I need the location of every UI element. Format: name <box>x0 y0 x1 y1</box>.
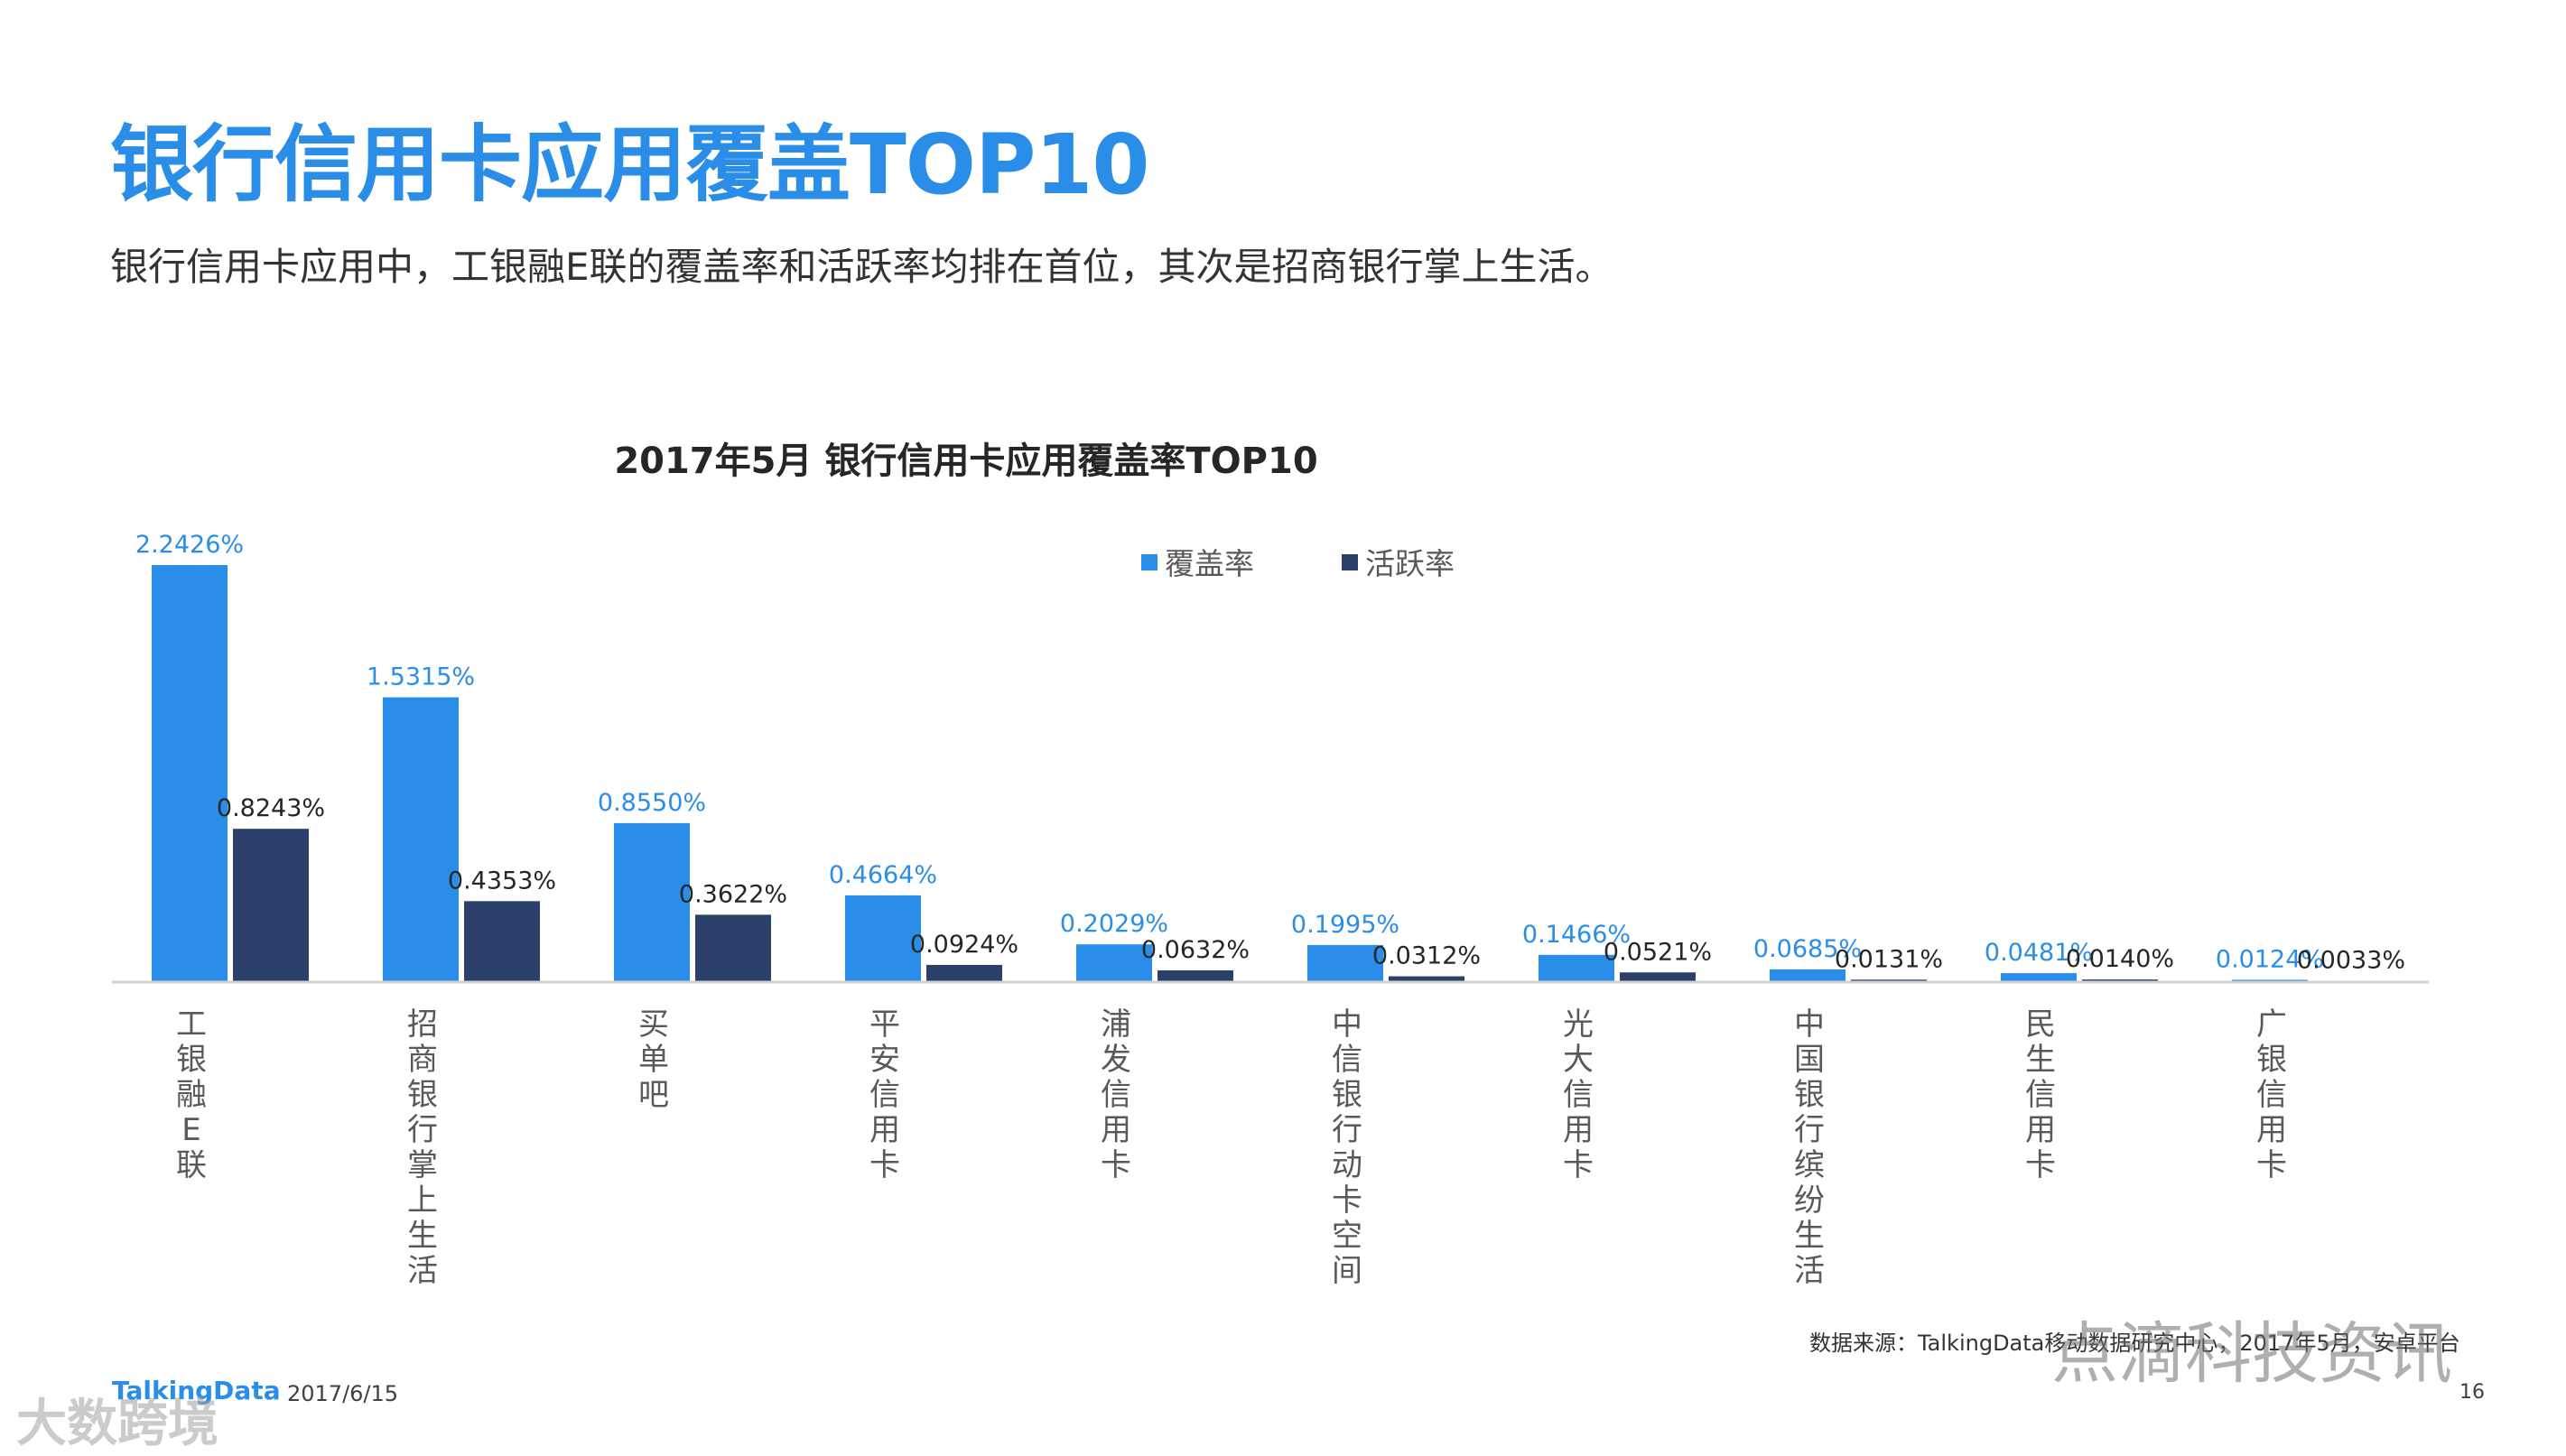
chart-title: 2017年5月 银行信用卡应用覆盖率TOP10 <box>614 441 1318 482</box>
legend-swatch-activity <box>1342 554 1358 570</box>
value-label-coverage-8: 0.0481% <box>1985 939 2093 967</box>
page-subtitle: 银行信用卡应用中，工银融E联的覆盖率和活跃率均排在首位，其次是招商银行掌上生活。 <box>110 245 1613 289</box>
value-label-activity-6: 0.0521% <box>1604 938 1712 966</box>
value-label-coverage-1: 1.5315% <box>367 663 475 691</box>
category-label-8: 民生信用卡 <box>2025 1006 2056 1183</box>
bar-activity-0 <box>233 829 309 982</box>
value-label-activity-4: 0.0632% <box>1141 936 1250 964</box>
category-label-3: 平安信用卡 <box>869 1006 900 1183</box>
page-title: 银行信用卡应用覆盖TOP10 <box>110 116 1149 213</box>
category-label-4: 浦发信用卡 <box>1101 1006 1131 1183</box>
value-label-coverage-9: 0.0124% <box>2216 945 2324 973</box>
chart-legend: 覆盖率 活跃率 <box>1141 546 1455 581</box>
value-label-activity-9: 0.0033% <box>2297 947 2405 975</box>
bar-coverage-2 <box>614 822 690 982</box>
watermark-right: 点滴科技资讯 <box>2051 1315 2452 1393</box>
bar-activity-5 <box>1389 976 1464 982</box>
footer-brand-logo: TalkingData <box>112 1376 281 1405</box>
source-note: 数据来源：TalkingData移动数据研究中心，2017年5月，安卓平台 <box>1809 1331 2460 1356</box>
bar-coverage-8 <box>2001 973 2077 982</box>
value-label-activity-5: 0.0312% <box>1372 942 1481 970</box>
value-label-coverage-2: 0.8550% <box>598 789 706 817</box>
bar-coverage-4 <box>1076 944 1152 982</box>
bar-activity-2 <box>695 914 771 982</box>
watermark-left: 大数跨境 <box>16 1395 218 1453</box>
value-label-coverage-3: 0.4664% <box>829 861 937 889</box>
category-label-9: 广银信用卡 <box>2256 1006 2287 1183</box>
category-label-6: 光大信用卡 <box>1563 1006 1594 1183</box>
legend-label-activity: 活跃率 <box>1365 546 1455 581</box>
value-label-activity-7: 0.0131% <box>1835 945 1943 973</box>
value-label-activity-3: 0.0924% <box>910 931 1018 959</box>
bar-activity-3 <box>926 964 1002 982</box>
value-label-activity-2: 0.3622% <box>679 880 787 908</box>
value-label-coverage-7: 0.0685% <box>1753 935 1862 963</box>
value-label-coverage-5: 0.1995% <box>1291 911 1399 939</box>
bar-activity-6 <box>1620 972 1696 982</box>
value-label-activity-1: 0.4353% <box>448 867 556 895</box>
legend-swatch-coverage <box>1141 554 1157 570</box>
bar-coverage-7 <box>1770 969 1845 982</box>
category-label-7: 中国银行缤纷生活 <box>1794 1006 1825 1289</box>
bar-coverage-1 <box>383 697 459 982</box>
value-label-coverage-0: 2.2426% <box>135 531 244 559</box>
footer-date: 2017/6/15 <box>287 1381 399 1406</box>
value-label-activity-0: 0.8243% <box>217 794 325 822</box>
bar-chart: 覆盖率 活跃率 2.2426% 0.8243% 工银融 E 联 1.5315% 0.4353… <box>112 531 2429 1289</box>
value-label-activity-8: 0.0140% <box>2066 945 2174 973</box>
category-label-5: 中信银行动卡空间 <box>1332 1006 1362 1289</box>
category-label-1: 招商银行掌上生活 <box>407 1006 438 1289</box>
category-label-2: 买单吧 <box>638 1006 669 1113</box>
value-label-coverage-6: 0.1466% <box>1522 921 1631 949</box>
bar-coverage-5 <box>1307 944 1383 982</box>
page-number: 16 <box>2459 1381 2485 1404</box>
bar-coverage-0 <box>152 565 228 982</box>
bar-coverage-6 <box>1539 954 1614 982</box>
bar-activity-1 <box>464 901 540 982</box>
bar-coverage-3 <box>845 895 921 982</box>
bar-activity-4 <box>1157 969 1233 982</box>
legend-label-coverage: 覆盖率 <box>1165 546 1254 581</box>
value-label-coverage-4: 0.2029% <box>1060 910 1168 938</box>
category-label-0: 工银融 E 联 <box>176 1006 207 1183</box>
